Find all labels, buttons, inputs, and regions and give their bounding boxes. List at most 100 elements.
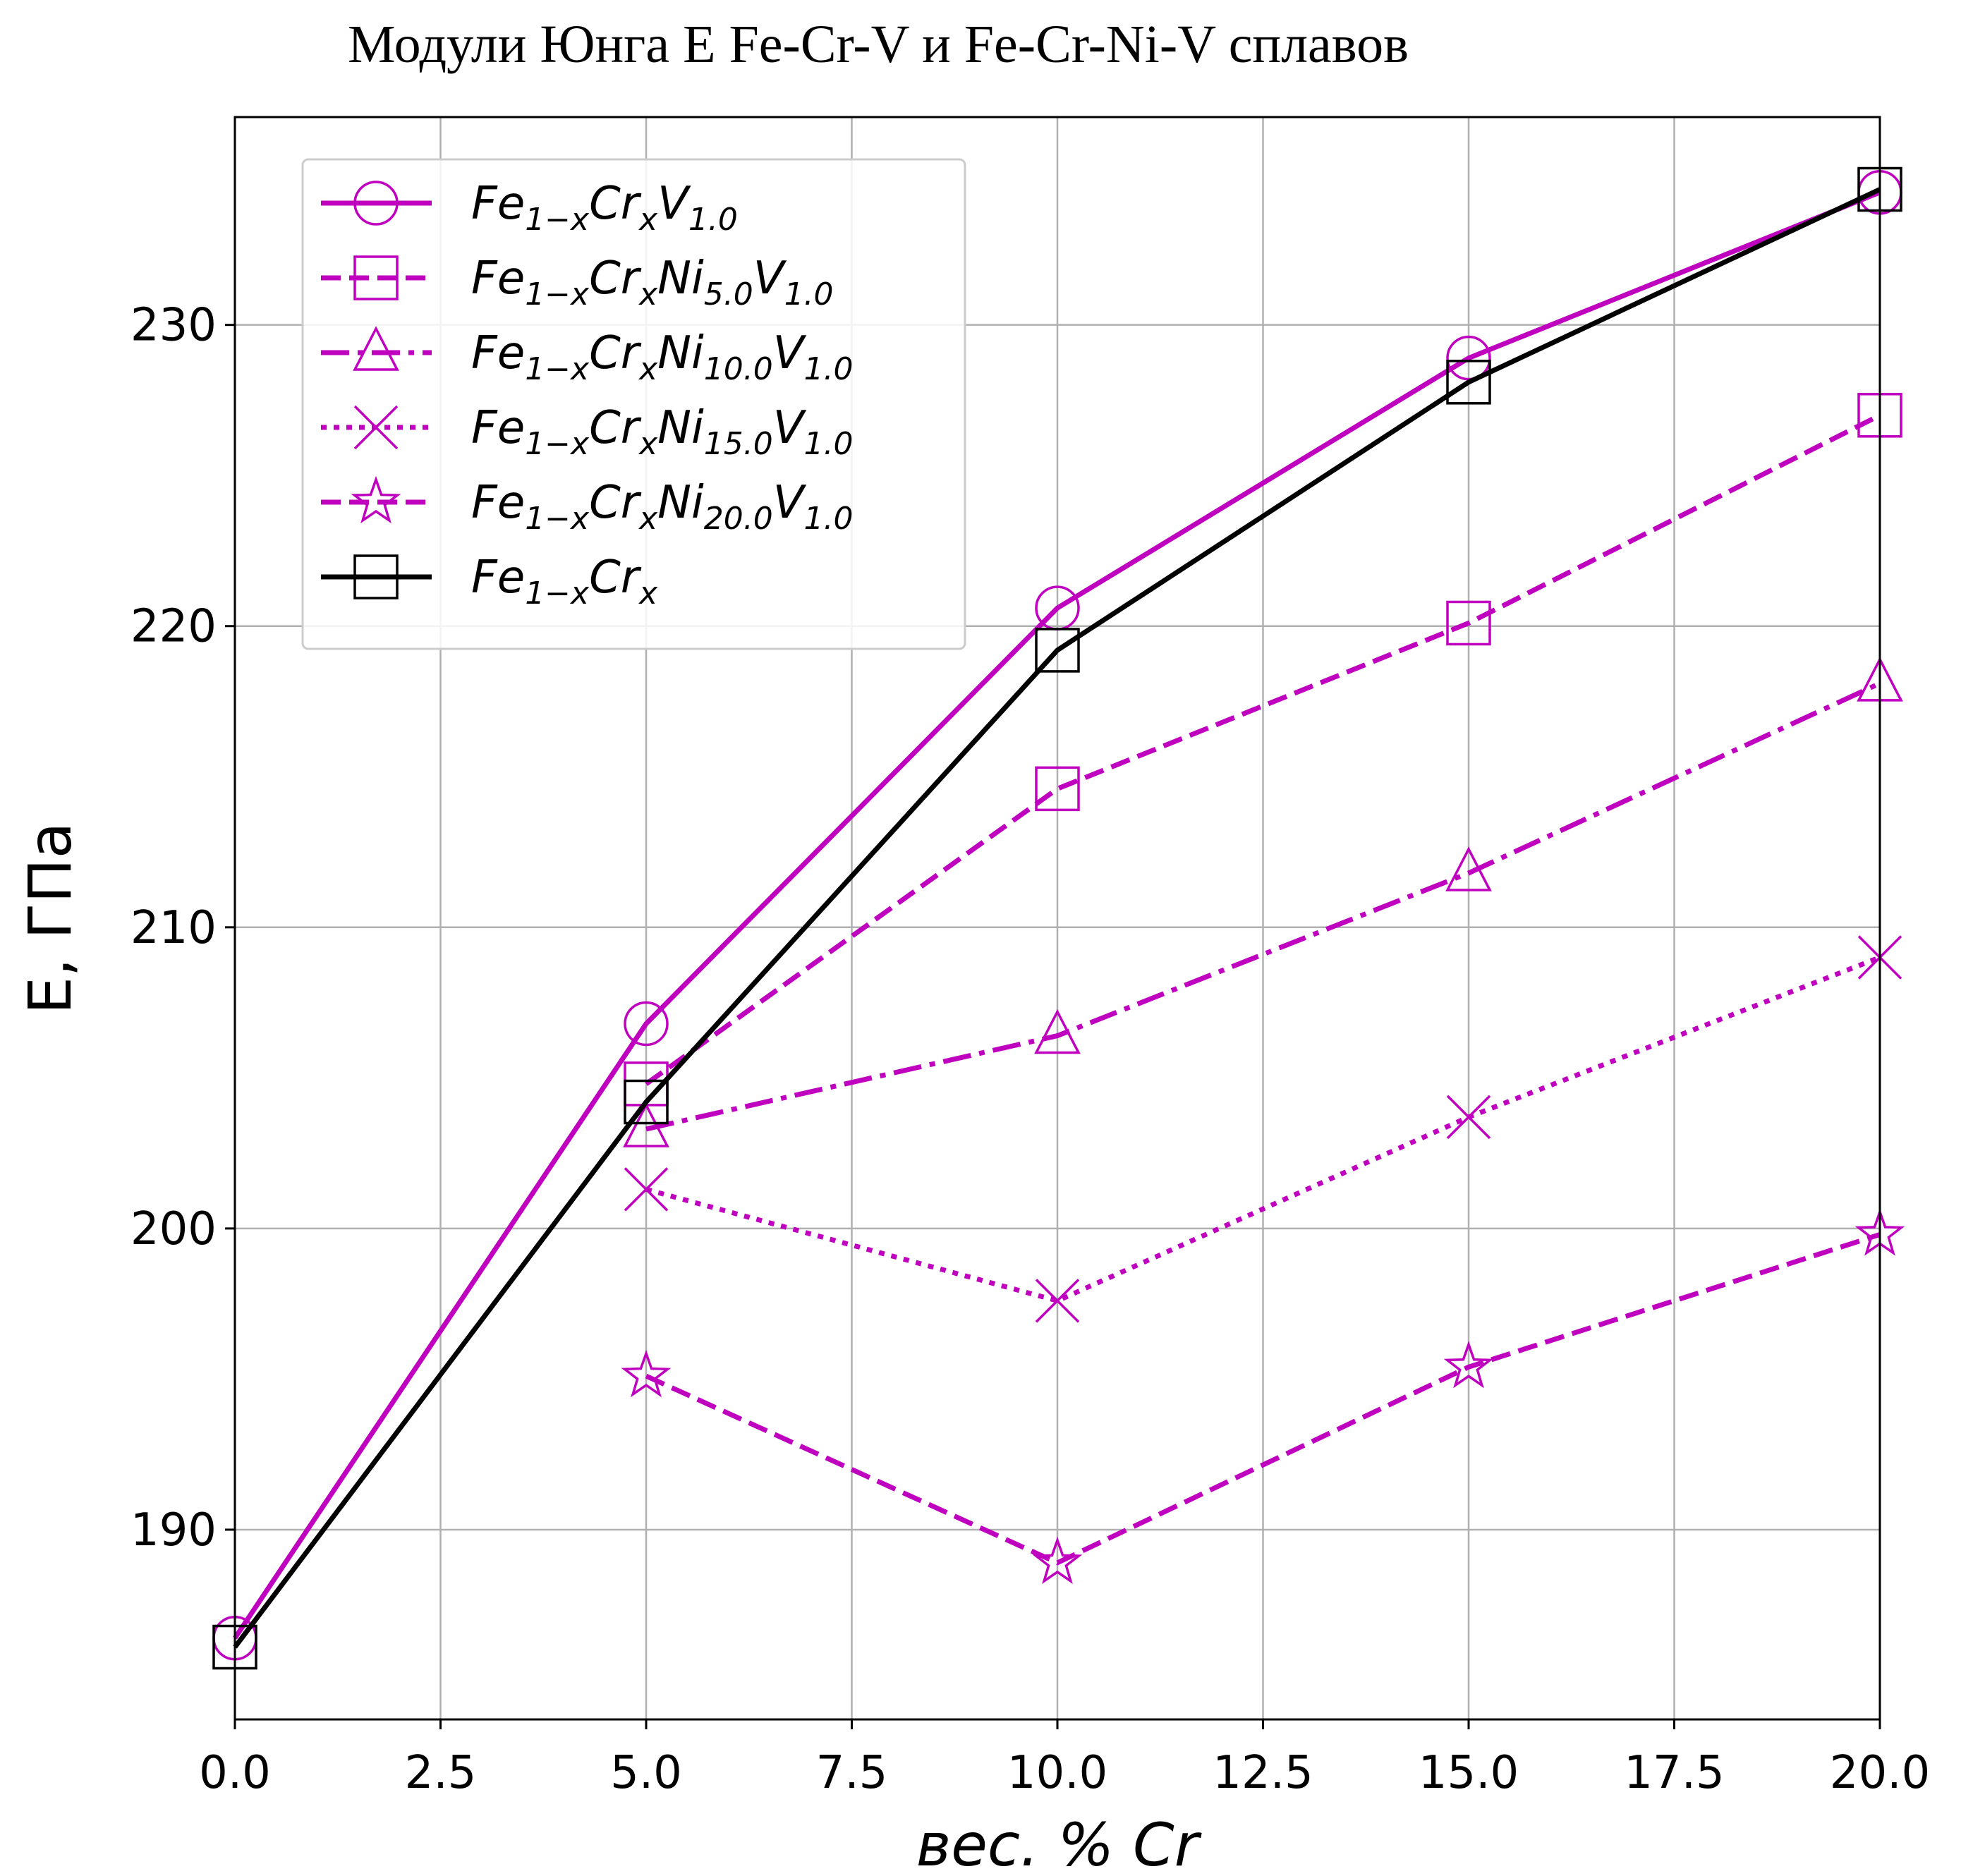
- chart-title: Модули Юнга E Fe-Cr-V и Fe-Cr-Ni-V сплав…: [348, 15, 1409, 74]
- legend-label-part: 1−x: [525, 276, 590, 312]
- legend-label-part: Fe: [471, 252, 525, 305]
- legend-label: Fe1−xCrxNi20.0V1.0: [471, 477, 854, 537]
- legend-label-part: Cr: [589, 402, 642, 454]
- data-point: [624, 1079, 669, 1125]
- data-point: [623, 1102, 669, 1147]
- legend-label-part: 1.0: [804, 426, 854, 462]
- y-axis-ticks: 190 200 210 220 230: [130, 300, 235, 1557]
- legend-item: Fe1−xCrxNi20.0V1.0: [321, 475, 854, 537]
- legend-label-part: x: [638, 426, 658, 462]
- legend-marker: [353, 255, 399, 300]
- series-line: [645, 955, 1881, 1303]
- series-line: [233, 190, 1881, 1640]
- x-tick-label: 7.5: [816, 1747, 888, 1799]
- x-tick-label: 17.5: [1624, 1747, 1725, 1799]
- x-tick-label: 20.0: [1830, 1747, 1931, 1799]
- legend-label-part: Cr: [589, 552, 642, 604]
- legend-item: Fe1−xCrxNi10.0V1.0: [321, 326, 854, 387]
- legend-label-part: Fe: [471, 477, 525, 529]
- legend-label: Fe1−xCrx: [471, 552, 658, 611]
- y-tick-label: 200: [130, 1203, 217, 1255]
- legend-marker: [353, 554, 399, 599]
- series-line: [645, 1232, 1881, 1566]
- legend-label-part: 1−x: [525, 351, 590, 387]
- data-point: [1034, 1009, 1081, 1054]
- x-tick-label: 10.0: [1007, 1747, 1108, 1799]
- x-axis-label: вес. % Cr: [916, 1810, 1202, 1876]
- series-4: [621, 1208, 1905, 1585]
- x-tick-label: 0.0: [199, 1747, 271, 1799]
- legend-label-part: 10.0: [704, 351, 773, 387]
- legend-label-part: Ni: [657, 402, 704, 454]
- y-tick-label: 230: [130, 300, 217, 352]
- legend-label: Fe1−xCrxNi15.0V1.0: [471, 402, 854, 462]
- legend-label-part: x: [638, 351, 658, 387]
- legend-marker: [353, 405, 399, 450]
- legend-label-part: 1−x: [525, 575, 590, 611]
- legend-label-part: V: [773, 477, 807, 529]
- data-point: [1035, 766, 1080, 812]
- legend-label: Fe1−xCrxV1.0: [471, 178, 738, 238]
- legend-label-part: 1−x: [525, 501, 590, 537]
- x-tick-label: 5.0: [610, 1747, 682, 1799]
- legend-label-part: Ni: [657, 252, 704, 305]
- legend-item: Fe1−xCrx: [321, 552, 658, 611]
- x-tick-label: 15.0: [1419, 1747, 1519, 1799]
- series-line: [233, 187, 1881, 1649]
- legend-label-part: Cr: [589, 477, 642, 529]
- data-point: [1035, 1279, 1080, 1323]
- legend-item: Fe1−xCrxV1.0: [321, 178, 738, 238]
- data-point: [1446, 600, 1491, 646]
- legend-label-part: 20.0: [704, 501, 773, 537]
- legend-label-part: V: [773, 402, 807, 454]
- data-point: [624, 1167, 669, 1212]
- legend-item: Fe1−xCrxNi15.0V1.0: [321, 402, 854, 462]
- data-point: [1446, 360, 1491, 405]
- legend-label-part: 1−x: [525, 202, 590, 238]
- data-point: [1443, 1341, 1494, 1389]
- legend-label-part: x: [638, 575, 658, 611]
- legend-label-part: 1.0: [688, 202, 738, 238]
- legend-label-part: Fe: [471, 327, 525, 379]
- legend: Fe1−xCrxV1.0Fe1−xCrxNi5.0V1.0Fe1−xCrxNi1…: [301, 158, 966, 650]
- y-tick-label: 210: [130, 902, 217, 954]
- legend-item: Fe1−xCrxNi5.0V1.0: [321, 252, 834, 312]
- legend-label: Fe1−xCrxNi5.0V1.0: [471, 252, 834, 312]
- data-point: [1032, 1536, 1083, 1585]
- y-axis-label: E, ГПа: [16, 822, 85, 1014]
- x-axis-ticks: 0.0 2.5 5.0 7.5 10.0 12.5 15.0 17.5 20.0: [199, 1719, 1930, 1799]
- legend-label-part: x: [638, 501, 658, 537]
- legend-label-part: V: [657, 178, 691, 230]
- legend-label-part: 5.0: [704, 276, 753, 312]
- y-tick-label: 220: [130, 601, 217, 653]
- x-tick-label: 2.5: [405, 1747, 477, 1799]
- data-point: [1446, 1095, 1491, 1140]
- legend-label: Fe1−xCrxNi10.0V1.0: [471, 327, 854, 387]
- legend-marker: [351, 475, 401, 524]
- legend-label-part: Cr: [589, 327, 642, 379]
- data-point: [1035, 628, 1080, 673]
- legend-label-part: x: [638, 276, 658, 312]
- legend-label-part: 1.0: [804, 351, 854, 387]
- legend-marker: [353, 181, 399, 226]
- legend-marker: [353, 326, 399, 371]
- data-point: [624, 1001, 669, 1047]
- legend-label-part: x: [638, 202, 658, 238]
- y-tick-label: 190: [130, 1504, 217, 1557]
- legend-label-part: Fe: [471, 552, 525, 604]
- legend-label-part: 15.0: [704, 426, 773, 462]
- legend-label-part: Cr: [589, 252, 642, 305]
- legend-label-part: 1−x: [525, 426, 590, 462]
- data-point: [1445, 846, 1492, 891]
- data-point: [621, 1349, 672, 1398]
- series-line: [645, 681, 1881, 1132]
- legend-box: [301, 158, 966, 650]
- legend-label-part: Fe: [471, 402, 525, 454]
- legend-label-part: 1.0: [804, 501, 854, 537]
- plot-frame: [233, 116, 1881, 1721]
- legend-label-part: Ni: [657, 477, 704, 529]
- data-point: [1446, 335, 1491, 381]
- legend-label-part: V: [753, 252, 787, 305]
- series-layer: [212, 166, 1905, 1670]
